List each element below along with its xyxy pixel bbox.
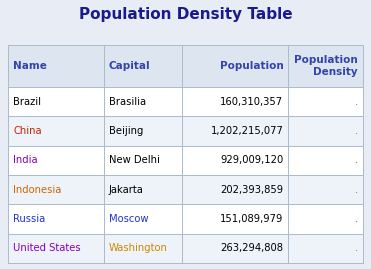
Text: New Delhi: New Delhi <box>109 155 160 165</box>
Bar <box>104 204 182 234</box>
Text: China: China <box>13 126 42 136</box>
Bar <box>288 234 363 263</box>
Bar <box>8 87 104 116</box>
Bar <box>182 204 288 234</box>
Text: Brazil: Brazil <box>13 97 41 107</box>
Text: Brasilia: Brasilia <box>109 97 146 107</box>
Text: United States: United States <box>13 243 81 253</box>
Text: .: . <box>355 126 358 136</box>
Bar <box>104 146 182 175</box>
Bar <box>288 87 363 116</box>
Text: 160,310,357: 160,310,357 <box>220 97 283 107</box>
Bar <box>182 45 288 87</box>
Bar <box>104 175 182 204</box>
Text: Population
Density: Population Density <box>294 55 358 77</box>
Text: 929,009,120: 929,009,120 <box>220 155 283 165</box>
Text: 202,393,859: 202,393,859 <box>220 185 283 195</box>
Text: Population: Population <box>220 61 283 71</box>
Bar <box>104 87 182 116</box>
Bar <box>104 45 182 87</box>
Bar <box>8 146 104 175</box>
Text: Russia: Russia <box>13 214 45 224</box>
Text: Indonesia: Indonesia <box>13 185 61 195</box>
Text: .: . <box>355 243 358 253</box>
Text: Name: Name <box>13 61 47 71</box>
Bar <box>182 146 288 175</box>
Text: Moscow: Moscow <box>109 214 148 224</box>
Text: Population Density Table: Population Density Table <box>79 6 292 22</box>
Text: Beijing: Beijing <box>109 126 143 136</box>
Bar <box>8 204 104 234</box>
Text: India: India <box>13 155 37 165</box>
Bar <box>104 116 182 146</box>
Bar <box>8 45 104 87</box>
Text: 151,089,979: 151,089,979 <box>220 214 283 224</box>
Bar <box>8 234 104 263</box>
Text: Washington: Washington <box>109 243 168 253</box>
Text: 263,294,808: 263,294,808 <box>220 243 283 253</box>
Bar <box>288 204 363 234</box>
Text: 1,202,215,077: 1,202,215,077 <box>211 126 283 136</box>
Text: .: . <box>355 185 358 195</box>
Bar <box>8 175 104 204</box>
Bar <box>182 87 288 116</box>
Bar <box>8 116 104 146</box>
Text: .: . <box>355 97 358 107</box>
Bar <box>288 146 363 175</box>
Text: Capital: Capital <box>109 61 151 71</box>
Bar <box>104 234 182 263</box>
Text: .: . <box>355 155 358 165</box>
Text: .: . <box>355 214 358 224</box>
Bar <box>288 116 363 146</box>
Text: Jakarta: Jakarta <box>109 185 144 195</box>
Bar <box>288 175 363 204</box>
Bar <box>182 116 288 146</box>
Bar <box>288 45 363 87</box>
Bar <box>182 175 288 204</box>
Bar <box>182 234 288 263</box>
